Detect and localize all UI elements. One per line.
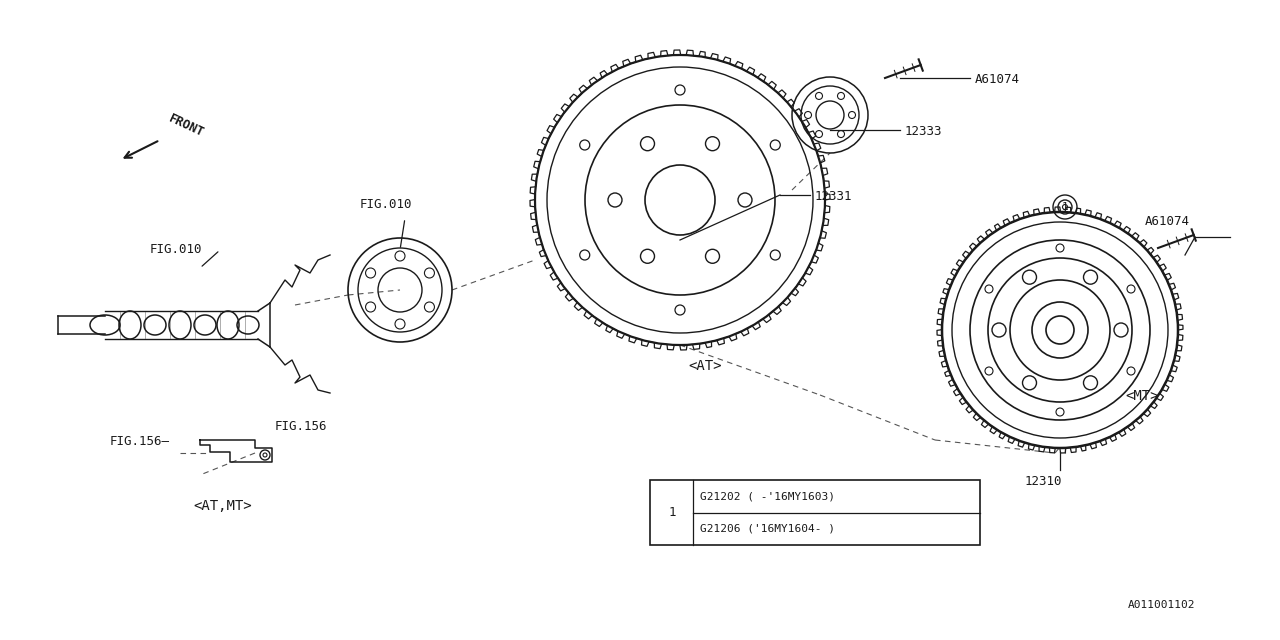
- Text: FIG.010: FIG.010: [150, 243, 202, 256]
- Text: FIG.010: FIG.010: [360, 198, 412, 211]
- Text: FIG.156―: FIG.156―: [110, 435, 170, 448]
- Text: <AT>: <AT>: [689, 359, 722, 373]
- Text: 12333: 12333: [905, 125, 942, 138]
- Text: 12331: 12331: [815, 190, 852, 203]
- FancyBboxPatch shape: [650, 480, 980, 545]
- Text: FRONT: FRONT: [166, 113, 206, 140]
- Text: G21206 ('16MY1604- ): G21206 ('16MY1604- ): [700, 523, 835, 533]
- Text: <MT>: <MT>: [1125, 389, 1158, 403]
- Text: A61074: A61074: [1146, 215, 1190, 228]
- Text: 12310: 12310: [1025, 475, 1062, 488]
- Text: FIG.156: FIG.156: [275, 420, 328, 433]
- Text: A61074: A61074: [975, 73, 1020, 86]
- Text: 1: 1: [1061, 202, 1069, 212]
- Text: A011001102: A011001102: [1128, 600, 1196, 610]
- Text: 1: 1: [668, 506, 676, 519]
- Text: G21202 ( -'16MY1603): G21202 ( -'16MY1603): [700, 492, 835, 501]
- Text: <AT,MT>: <AT,MT>: [193, 499, 252, 513]
